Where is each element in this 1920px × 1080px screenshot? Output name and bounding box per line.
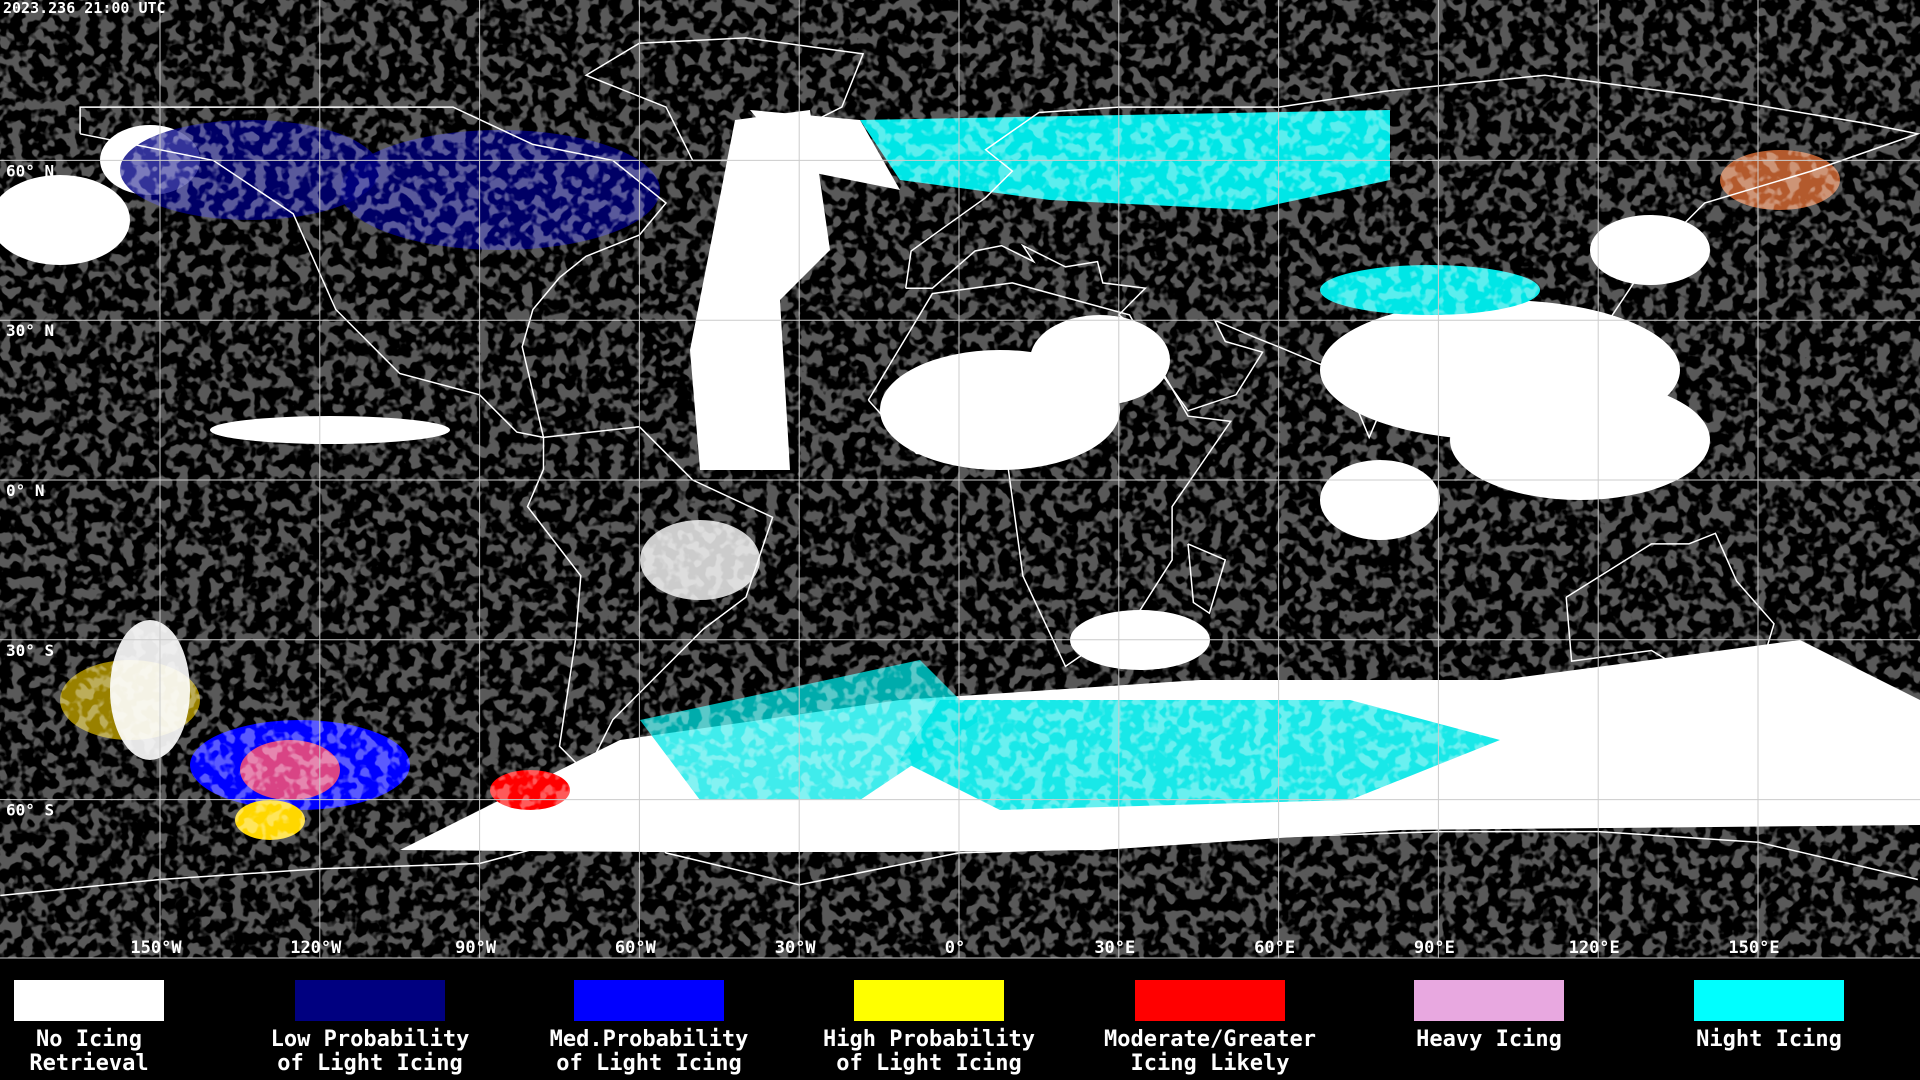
latitude-label: 30° N (6, 321, 54, 340)
coastline (904, 74, 1920, 440)
longitude-label: 30°E (1094, 938, 1135, 958)
graticule: 150°W 120°W 90°W 60°W 30°W 0° 30°E 60°E 90°E 120°… (0, 0, 1920, 959)
legend-swatch (14, 980, 164, 1021)
legend-swatch (854, 980, 1004, 1021)
coastline (867, 282, 1233, 668)
legend-swatch (1135, 980, 1285, 1021)
latitude-label: 30° S (6, 641, 54, 660)
legend-swatch (574, 980, 724, 1021)
coastlines (0, 37, 1920, 897)
legend-label: No Icing (36, 1027, 142, 1052)
longitude-label: 120°E (1569, 938, 1620, 958)
latitude-label: 0° N (6, 481, 45, 500)
legend-label: Moderate/Greater (1104, 1027, 1316, 1052)
longitude-label: 60°E (1254, 938, 1295, 958)
legend-swatch (1694, 980, 1844, 1021)
cloud-layer (0, 0, 1920, 958)
legend-swatch (1414, 980, 1564, 1021)
latitude-label: 60° S (6, 801, 54, 820)
legend-swatch (295, 980, 445, 1021)
longitude-label: 150°E (1728, 938, 1779, 958)
longitude-label: 150°W (130, 938, 182, 958)
coastline (1565, 532, 1775, 684)
cloud-speckle (0, 0, 1920, 958)
longitude-label: 90°W (455, 938, 497, 958)
legend-label: Retrieval (29, 1051, 148, 1076)
legend-label: of Light Icing (277, 1051, 462, 1076)
legend-label: Med.Probability (550, 1027, 749, 1052)
legend-label: of Light Icing (556, 1051, 741, 1076)
coastline (526, 425, 774, 775)
timestamp: 2023.236 21:00 UTC (3, 0, 166, 17)
legend-label: of Light Icing (836, 1051, 1021, 1076)
coastline (0, 820, 1918, 897)
longitude-label: 0° (945, 938, 965, 958)
legend-label: Night Icing (1696, 1027, 1842, 1052)
coastline (79, 106, 668, 439)
longitude-label: 60°W (615, 938, 657, 958)
longitude-label: 30°W (775, 938, 817, 958)
coastline (1187, 543, 1227, 615)
legend-label: Low Probability (271, 1027, 470, 1052)
legend-label: High Probability (823, 1027, 1035, 1052)
longitude-label: 90°E (1414, 938, 1455, 958)
legend-label: Icing Likely (1131, 1051, 1290, 1076)
longitude-label: 120°W (290, 938, 342, 958)
legend-label: Heavy Icing (1416, 1027, 1562, 1052)
latitude-label: 60° N (6, 161, 54, 180)
